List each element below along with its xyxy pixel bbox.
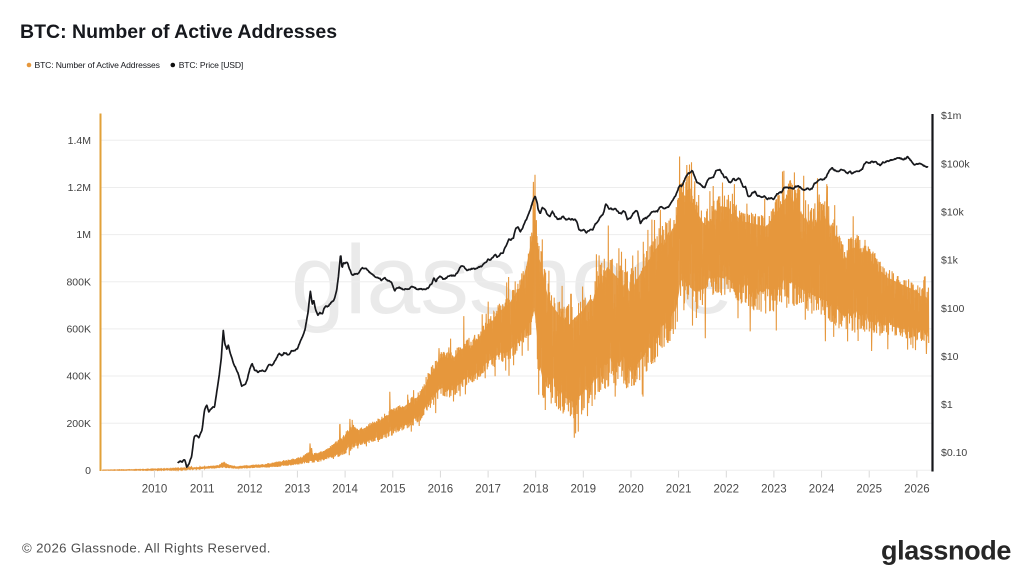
svg-text:$1: $1 [941, 399, 953, 411]
svg-text:2017: 2017 [475, 484, 501, 496]
svg-text:1.2M: 1.2M [68, 182, 91, 194]
svg-text:2015: 2015 [380, 484, 406, 496]
svg-text:2018: 2018 [523, 484, 549, 496]
svg-text:2013: 2013 [285, 484, 311, 496]
svg-text:$1m: $1m [941, 110, 962, 122]
svg-text:$100: $100 [941, 303, 965, 315]
svg-text:BTC: Price [USD]: BTC: Price [USD] [179, 60, 243, 70]
svg-text:1.4M: 1.4M [68, 135, 91, 147]
svg-text:2026: 2026 [904, 484, 930, 496]
svg-text:400K: 400K [66, 371, 91, 383]
svg-text:2019: 2019 [571, 484, 597, 496]
svg-text:1M: 1M [76, 229, 91, 241]
svg-text:© 2026 Glassnode. All Rights R: © 2026 Glassnode. All Rights Reserved. [22, 540, 271, 555]
svg-text:$1k: $1k [941, 255, 959, 267]
svg-text:2010: 2010 [142, 484, 168, 496]
svg-text:800K: 800K [66, 276, 91, 288]
svg-text:2022: 2022 [714, 484, 740, 496]
svg-text:2020: 2020 [618, 484, 644, 496]
svg-text:2016: 2016 [428, 484, 454, 496]
svg-text:2023: 2023 [761, 484, 787, 496]
svg-text:2012: 2012 [237, 484, 263, 496]
svg-text:2025: 2025 [856, 484, 882, 496]
svg-text:2014: 2014 [332, 484, 358, 496]
svg-text:$0.10: $0.10 [941, 447, 967, 459]
svg-text:BTC: Number of Active Addresse: BTC: Number of Active Addresses [35, 60, 160, 70]
svg-text:$100k: $100k [941, 158, 970, 170]
svg-text:200K: 200K [66, 418, 91, 430]
svg-text:2021: 2021 [666, 484, 692, 496]
svg-text:BTC: Number of Active Addresse: BTC: Number of Active Addresses [20, 21, 337, 43]
svg-text:600K: 600K [66, 324, 91, 336]
svg-text:0: 0 [85, 465, 91, 477]
svg-text:$10: $10 [941, 351, 959, 363]
svg-text:2024: 2024 [809, 484, 835, 496]
svg-text:$10k: $10k [941, 207, 965, 219]
svg-text:2011: 2011 [190, 484, 215, 496]
svg-text:glassnode: glassnode [881, 536, 1011, 566]
